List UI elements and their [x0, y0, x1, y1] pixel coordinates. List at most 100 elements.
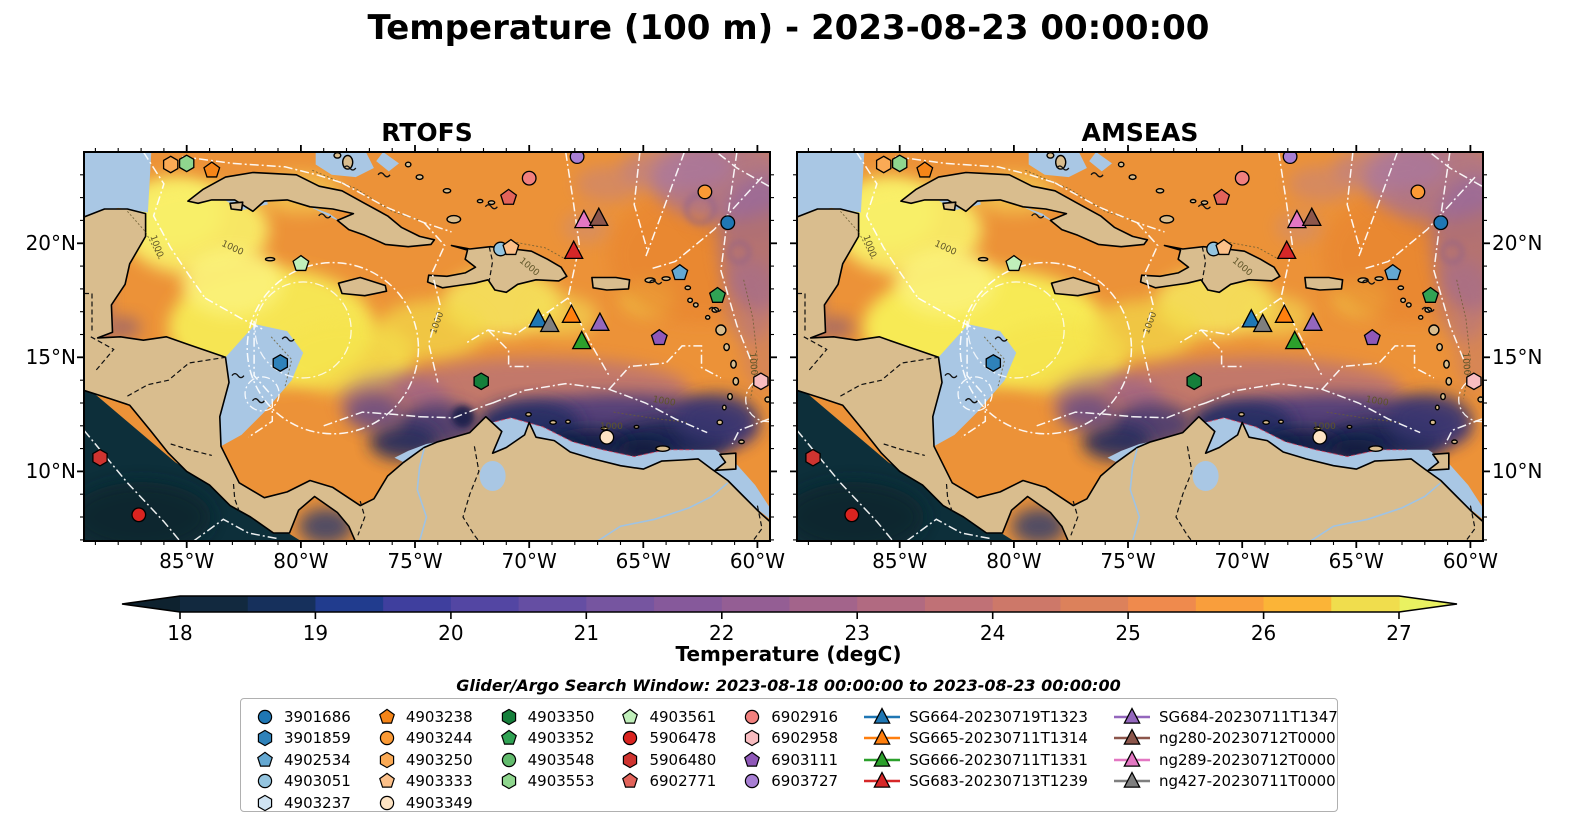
float-marker-icon [744, 751, 761, 767]
legend-item-label: 4903238 [405, 707, 473, 726]
map-marker-6903111 [1363, 328, 1381, 346]
map-marker-SG684-20230711T1347 [1302, 311, 1323, 331]
legend-column: 4903238 4903244 4903250 4903333 4903349 [377, 706, 473, 814]
float-marker-icon [257, 729, 273, 747]
map-marker-5906478 [131, 507, 147, 523]
float-marker-icon [257, 751, 273, 767]
legend-item-label: 4903349 [405, 793, 473, 812]
map-marker-ng427-20230711T0000 [1252, 312, 1273, 333]
lon-tick-label: 70°W [501, 549, 557, 573]
float-marker-icon [622, 708, 639, 724]
float-marker-icon [257, 794, 273, 812]
map-marker-6902771 [500, 188, 518, 205]
map-marker-4903244 [1410, 184, 1426, 200]
legend-item-label: SG683-20230713T1239 [909, 772, 1088, 791]
map-marker-5906478 [844, 507, 860, 523]
colorbar-tick-label: 20 [438, 621, 464, 645]
legend-item-label: SG666-20230711T1331 [909, 750, 1088, 769]
search-window-subtitle: Glider/Argo Search Window: 2023-08-18 00… [456, 676, 1121, 695]
colorbar-tick-label: 27 [1386, 621, 1412, 645]
legend-item-6903727: 6903727 [742, 771, 838, 793]
colorbar-tick-label: 24 [979, 621, 1006, 645]
legend-column: 6902916 6902958 6903111 6903727 [742, 706, 838, 792]
map-marker-4903561 [292, 254, 310, 272]
lon-tick-label: 80°W [986, 549, 1042, 573]
legend-item-ng427-20230711T0000: ng427-20230711T0000 [1113, 771, 1338, 793]
float-marker-icon [745, 729, 760, 747]
map-marker-SG664-20230719T1323 [528, 308, 549, 328]
legend-item-3901686: 3901686 [255, 706, 351, 728]
legend-item-label: 6903111 [771, 750, 839, 769]
legend-item-label: 6902916 [771, 707, 839, 726]
legend-item-label: 6902771 [649, 772, 717, 791]
legend-item-label: 4903051 [284, 772, 351, 791]
float-marker-icon [500, 729, 517, 745]
legend-item-SG665-20230711T1314: SG665-20230711T1314 [864, 728, 1088, 750]
main-title: Temperature (100 m) - 2023-08-23 00:00:0… [367, 8, 1210, 48]
legend-item-label: SG684-20230711T1347 [1158, 707, 1338, 726]
glider-track-icon [1113, 749, 1150, 767]
legend-item-4903237: 4903237 [255, 792, 351, 814]
depth-contour-label: 1000 [600, 422, 623, 432]
map-marker-4902534 [671, 263, 689, 281]
map-marker-4903553 [891, 154, 908, 173]
map-marker-SG665-20230711T1314 [561, 303, 582, 323]
map-marker-4903553 [178, 154, 195, 173]
colorbar-tick-label: 18 [167, 621, 193, 645]
map-marker-4903352 [708, 286, 727, 303]
legend-item-label: 4903350 [527, 707, 595, 726]
legend-item-4903561: 4903561 [620, 706, 716, 728]
legend-item-6902771: 6902771 [620, 771, 716, 793]
legend-item-label: 4903250 [405, 750, 473, 769]
map-marker-SG683-20230713T1239 [563, 239, 584, 260]
map-marker-4903333 [502, 238, 520, 256]
legend-item-SG683-20230713T1239: SG683-20230713T1239 [864, 771, 1088, 793]
map-marker-SG684-20230711T1347 [589, 311, 610, 331]
lon-tick-label: 75°W [1100, 549, 1156, 573]
colorbar [100, 590, 1480, 624]
map-marker-4903352 [1421, 286, 1440, 303]
lon-tick-label: 85°W [159, 549, 215, 573]
map-marker-4903350 [473, 372, 489, 391]
legend-item-SG664-20230719T1323: SG664-20230719T1323 [864, 706, 1088, 728]
legend-item-SG684-20230711T1347: SG684-20230711T1347 [1113, 706, 1338, 728]
legend-item-SG666-20230711T1331: SG666-20230711T1331 [864, 749, 1088, 771]
legend-item-label: 6902958 [771, 729, 839, 748]
legend-item-ng280-20230712T0000: ng280-20230712T0000 [1113, 728, 1338, 750]
lon-tick-label: 65°W [615, 549, 671, 573]
colorbar-svg [121, 595, 1458, 619]
lon-tick-label: 65°W [1328, 549, 1384, 573]
float-marker-icon [622, 772, 639, 788]
legend-item-4903244: 4903244 [377, 728, 473, 750]
map-marker-5906480 [92, 448, 108, 467]
map-marker-6902916 [1234, 170, 1250, 186]
legend-item-4903238: 4903238 [377, 706, 473, 728]
float-marker-icon [501, 752, 516, 767]
map-marker-4903349 [1312, 429, 1328, 445]
lon-tick-label: 60°W [729, 549, 786, 573]
legend-item-ng289-20230712T0000: ng289-20230712T0000 [1113, 749, 1338, 771]
panel-title-rtofs: RTOFS [381, 118, 473, 147]
glider-track-icon [1113, 771, 1150, 789]
float-marker-icon [257, 709, 273, 724]
legend-item-6902958: 6902958 [742, 728, 838, 750]
legend-item-4903250: 4903250 [377, 749, 473, 771]
legend-item-label: ng280-20230712T0000 [1158, 729, 1336, 748]
legend-item-label: 4903244 [405, 729, 473, 748]
float-marker-icon [378, 772, 395, 788]
depth-contour-label: 1000 [1365, 395, 1390, 409]
map-marker-ng280-20230712T0000 [588, 206, 609, 227]
map-marker-ng289-20230712T0000 [573, 208, 594, 229]
map-marker-SG666-20230711T1331 [1284, 329, 1305, 350]
map-marker-SG665-20230711T1314 [1274, 303, 1295, 323]
depth-contour-label: 1000 [1460, 352, 1472, 376]
float-marker-icon [745, 709, 760, 724]
lat-tick-label: 10°N [1492, 459, 1543, 484]
legend-item-label: 3901686 [284, 707, 351, 726]
map-marker-ng289-20230712T0000 [1286, 208, 1307, 229]
